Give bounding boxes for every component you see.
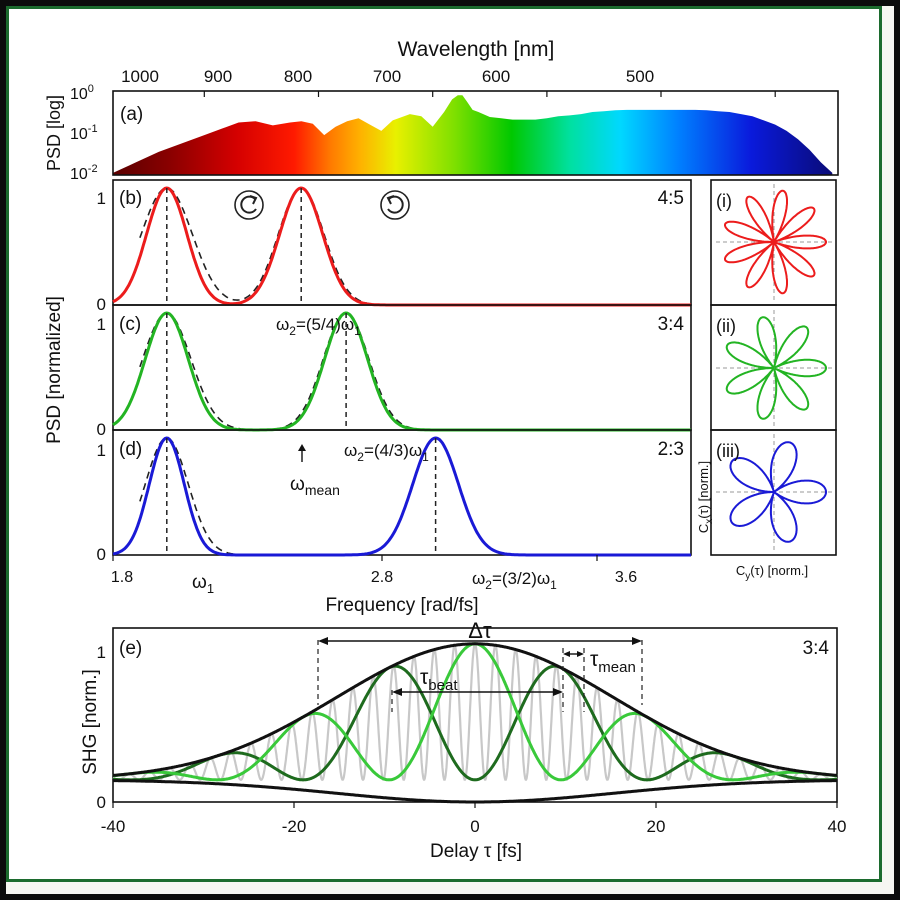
panel-e-upper-envelope — [113, 642, 837, 777]
panel-d-ytick-0: 0 — [97, 545, 106, 564]
insets: (i) (ii) (iii) Cx(τ) [norm.] Cy(τ) [norm… — [696, 179, 837, 582]
d-xtick-label: 3.6 — [615, 569, 637, 586]
panel-e-plot — [112, 641, 838, 804]
panel-c: (c) 3:4 1 0 ω2=(5/4)ω1 — [97, 304, 692, 439]
panel-a-ylabel: PSD [log] — [44, 95, 64, 171]
d-xtick-label: 1.8 — [111, 569, 133, 586]
panel-a-spectrum-area — [113, 95, 833, 175]
inset-label-ii: (ii) — [716, 316, 736, 336]
a-xtick-label: 1000 — [121, 67, 159, 86]
panel-e-beat-light — [112, 642, 838, 782]
panel-a-label: (a) — [120, 104, 143, 125]
panel-d-ytick-1: 1 — [97, 441, 106, 460]
omega-mean-marker: ωmean — [290, 444, 340, 498]
panel-b-label: (b) — [119, 188, 142, 209]
inset-ii-group — [716, 310, 832, 426]
panel-d-xticks — [112, 555, 598, 561]
panel-c-ratio: 3:4 — [658, 314, 685, 335]
a-xtick-label: 600 — [482, 67, 510, 86]
inset-box-iii — [710, 429, 837, 556]
panel-c-ytick-0: 0 — [97, 420, 106, 439]
panel-e-ratio: 3:4 — [803, 638, 830, 659]
panel-d-ratio: 2:3 — [658, 439, 684, 460]
a-ytick-label-10-1: 10-1 — [70, 123, 98, 143]
panel-e-xlabel: Delay τ [fs] — [430, 841, 522, 862]
psd-normalized-ylabel: PSD [normalized] — [44, 296, 65, 444]
panel-b-ytick-0: 0 — [97, 295, 106, 314]
ccw-icon — [234, 190, 264, 220]
panel-c-spectrum-line — [112, 311, 691, 432]
panel-b-ratio: 4:5 — [658, 188, 684, 209]
omega-mean-label: ωmean — [290, 474, 340, 498]
panel-a-xlabel: Wavelength [nm] — [398, 38, 555, 61]
a-xtick-label: 700 — [373, 67, 401, 86]
inset-rose-curve — [729, 441, 827, 543]
panel-c-omega2-annotation: ω2=(4/3)ω1 — [344, 441, 429, 464]
panel-b-ytick-1: 1 — [97, 189, 106, 208]
panel-e-ylabel: SHG [norm.] — [80, 669, 101, 775]
a-ytick-label-100: 100 — [70, 83, 94, 103]
panel-e-guides — [317, 640, 643, 712]
panel-d: (d) 2:3 1 0 ω2=(4/3)ω1 ωmean 1.8 2.8 3.6… — [97, 429, 692, 616]
panel-a-xtick-labels: 1000 900 800 700 600 500 — [121, 67, 654, 86]
e-xtick-label: 40 — [828, 817, 847, 836]
omega1-xlabel: ω1 — [192, 572, 214, 596]
a-xtick-label: 800 — [284, 67, 312, 86]
panel-d-omega2-annotation: ω2=(3/2)ω1 — [472, 569, 557, 592]
panel-e: Δτ τbeat τmean (e) 3:4 1 0 SHG [norm.] -… — [80, 618, 846, 862]
panel-e-axes-box — [112, 627, 838, 803]
panel-e-lower-envelope — [113, 779, 837, 804]
inset-label-i: (i) — [716, 191, 732, 211]
e-xtick-label: 0 — [470, 817, 479, 836]
panel-d-xlabel: Frequency [rad/fs] — [325, 595, 478, 616]
panel-c-reference-dashed — [139, 312, 517, 431]
tau-beat-label: τbeat — [420, 666, 458, 694]
a-xtick-label: 500 — [626, 67, 654, 86]
panel-b-omega2-annotation: ω2=(5/4)ω1 — [276, 315, 361, 338]
e-xtick-label: -20 — [282, 817, 307, 836]
panel-e-fast-oscillation — [112, 641, 838, 781]
inset-rose-curve — [724, 189, 827, 295]
panel-d-axes-box — [112, 429, 692, 556]
inset-ylabel: Cx(τ) [norm.] — [696, 461, 715, 533]
panel-a: Wavelength [nm] 1000 900 800 700 600 500… — [44, 38, 839, 183]
panel-c-label: (c) — [119, 314, 141, 335]
inset-iii-group — [716, 434, 832, 550]
panel-d-spectrum-line — [112, 436, 691, 557]
tau-mean-label: τmean — [590, 648, 636, 676]
panel-e-beat-dark — [113, 664, 837, 782]
panel-b: (b) 4:5 1 0 — [97, 179, 692, 314]
a-xtick-label: 900 — [204, 67, 232, 86]
inset-xlabel: Cy(τ) [norm.] — [736, 563, 808, 582]
panel-c-axes-box — [112, 304, 692, 431]
cw-icon — [380, 190, 410, 220]
tau-mean-arrow — [563, 651, 584, 657]
e-xtick-label: 20 — [647, 817, 666, 836]
panel-d-label: (d) — [119, 439, 142, 460]
inset-rose-curve — [725, 316, 827, 420]
panel-e-xticks — [112, 802, 838, 808]
tau-beat-arrow — [392, 688, 563, 696]
inset-i-group — [716, 184, 832, 300]
a-ytick-label-10-2: 10-2 — [70, 163, 98, 183]
delta-tau-label: Δτ — [468, 618, 492, 643]
panel-e-ytick-1: 1 — [97, 643, 106, 662]
panel-a-axes-box — [112, 90, 839, 176]
e-xtick-label: -40 — [101, 817, 126, 836]
panel-e-label: (e) — [119, 638, 142, 659]
delta-tau-arrow — [318, 637, 642, 645]
panel-e-ytick-0: 0 — [97, 793, 106, 812]
panel-a-ytick-labels: 100 10-1 10-2 — [70, 83, 98, 183]
d-xtick-label: 2.8 — [371, 569, 393, 586]
inset-label-iii: (iii) — [716, 441, 740, 461]
panel-c-ytick-1: 1 — [97, 315, 106, 334]
